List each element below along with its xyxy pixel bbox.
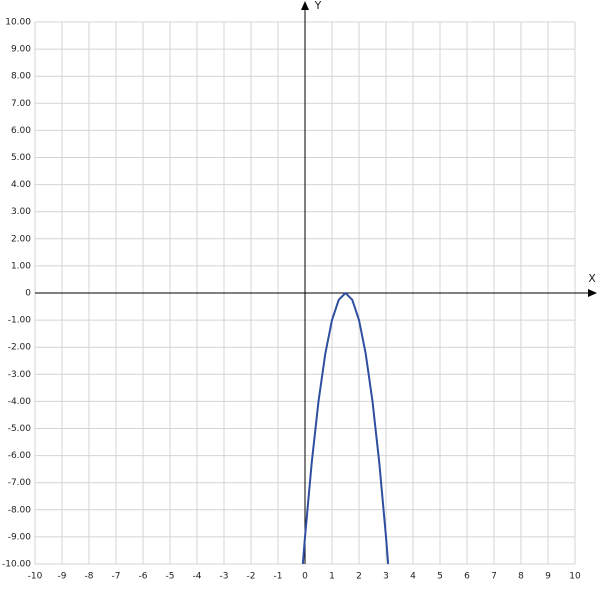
x-tick-label: -7 xyxy=(112,572,121,582)
x-tick-label: -4 xyxy=(193,572,202,582)
x-tick-label: 6 xyxy=(464,572,470,582)
y-tick-label: 4.00 xyxy=(11,180,31,190)
x-tick-label: 5 xyxy=(437,572,443,582)
y-tick-label: -5.00 xyxy=(8,424,32,434)
x-tick-label: -5 xyxy=(166,572,175,582)
y-axis-label: Y xyxy=(314,0,322,12)
x-tick-label: -6 xyxy=(139,572,148,582)
x-tick-label: 7 xyxy=(491,572,497,582)
x-tick-label: -1 xyxy=(274,572,283,582)
y-tick-label: -1.00 xyxy=(8,316,32,326)
y-tick-label: -10.00 xyxy=(2,560,31,570)
x-tick-label: -2 xyxy=(247,572,256,582)
y-tick-label: 9.00 xyxy=(11,45,31,55)
x-tick-label: -10 xyxy=(28,572,43,582)
x-tick-label: 1 xyxy=(329,572,335,582)
y-tick-label: 10.00 xyxy=(5,18,31,28)
x-tick-label: -3 xyxy=(220,572,229,582)
x-axis-arrow xyxy=(588,289,597,297)
y-tick-label: -2.00 xyxy=(8,343,32,353)
x-tick-label: 9 xyxy=(545,572,551,582)
y-tick-label: 8.00 xyxy=(11,72,31,82)
y-tick-label: 6.00 xyxy=(11,126,31,136)
x-tick-label: -9 xyxy=(58,572,67,582)
x-tick-label: 0 xyxy=(302,572,308,582)
y-tick-label: -4.00 xyxy=(8,397,32,407)
x-tick-label: 4 xyxy=(410,572,416,582)
x-tick-label: 3 xyxy=(383,572,389,582)
y-tick-label: -6.00 xyxy=(8,451,32,461)
y-tick-label: -3.00 xyxy=(8,370,32,380)
y-tick-label: 1.00 xyxy=(11,261,31,271)
curve xyxy=(301,292,390,565)
y-tick-label: 3.00 xyxy=(11,207,31,217)
y-tick-label: -9.00 xyxy=(8,532,32,542)
x-tick-label: 2 xyxy=(356,572,362,582)
y-tick-label: -8.00 xyxy=(8,505,32,515)
y-tick-label: 0 xyxy=(25,289,31,299)
x-axis-label: X xyxy=(588,272,596,285)
y-tick-label: 7.00 xyxy=(11,99,31,109)
axis-layer xyxy=(35,1,597,564)
x-tick-label: 10 xyxy=(569,572,581,582)
y-tick-label: 5.00 xyxy=(11,153,31,163)
y-axis-arrow xyxy=(301,1,309,10)
y-tick-label: 2.00 xyxy=(11,234,31,244)
y-tick-label: -7.00 xyxy=(8,478,32,488)
x-tick-label: 8 xyxy=(518,572,524,582)
x-tick-label: -8 xyxy=(85,572,94,582)
